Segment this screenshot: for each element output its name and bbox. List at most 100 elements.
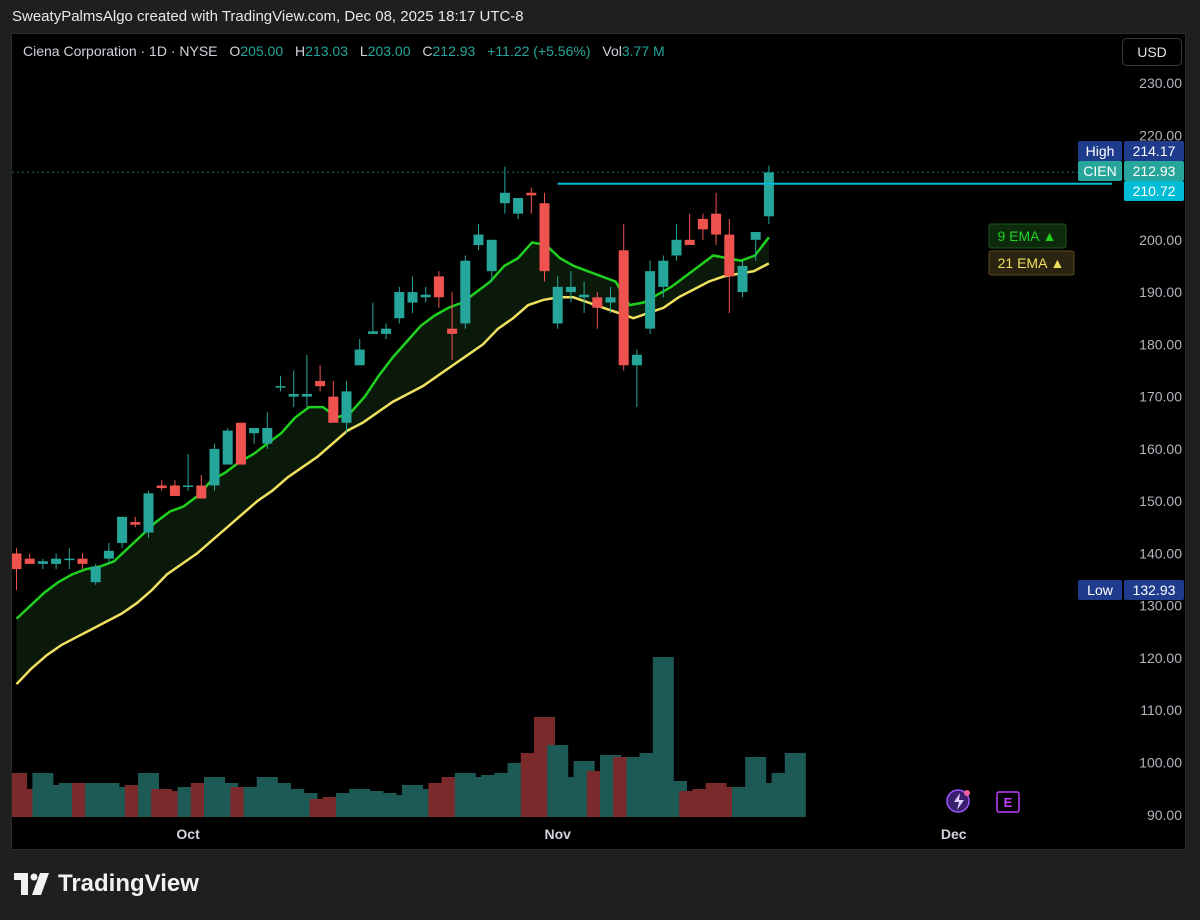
candle-body [763,172,774,217]
candle-body [724,234,735,277]
candle-body [183,485,194,487]
price-chart[interactable]: 230.00220.00210.00200.00190.00180.00170.… [12,34,1186,850]
currency-button[interactable]: USD [1122,38,1182,66]
candle-body [539,203,550,272]
candle-body [750,231,761,240]
low-badge-label: Low [1087,582,1114,598]
candle-body [209,448,220,486]
candle-body [513,197,524,214]
low-value: 203.00 [367,43,411,59]
ema21-label-bg [988,250,1075,276]
candle-body [196,485,207,499]
ohlc-legend: Ciena Corporation · 1D · NYSE O205.00 H2… [23,43,665,59]
candle-body [143,493,154,533]
tradingview-brand: TradingView [14,870,199,898]
candle-body [262,427,273,444]
candle-body [249,427,260,434]
level-badge-value-bg [1124,181,1184,201]
low-label: L [359,43,368,59]
candle-body [341,391,352,423]
candle-body [64,558,75,561]
candle-body [328,396,339,423]
candle-body [658,260,669,287]
low-badge-label-bg [1078,580,1122,600]
candle-body [354,349,365,366]
y-tick-label: 180.00 [1139,336,1182,352]
candle-body [499,192,510,204]
candle-body [697,218,708,230]
candle-body [103,550,114,559]
ema9-label: 9 EMA ▲ [998,228,1057,244]
high-badge-value: 214.17 [1133,143,1176,159]
symbol-info[interactable]: Ciena Corporation · 1D · NYSE [23,43,218,59]
candle-body [737,265,748,293]
y-tick-label: 220.00 [1139,127,1182,143]
y-tick-label: 230.00 [1139,75,1182,91]
candle-body [24,558,35,564]
high-badge-value-bg [1124,141,1184,161]
earnings-marker-icon [996,791,1020,813]
x-tick-label: Nov [544,826,571,842]
candle-body [381,328,392,334]
candle-body [130,522,141,525]
candle-body [631,354,642,366]
y-tick-label: 190.00 [1139,284,1182,300]
open-value: 205.00 [240,43,284,59]
high-label: H [295,43,306,59]
last-price-badge-value-bg [1124,161,1184,181]
y-tick-label: 150.00 [1139,493,1182,509]
volume-bar [784,753,806,817]
candle-body [51,558,62,564]
ema9-label-bg [988,223,1067,249]
candle-body [605,297,616,303]
y-tick-label: 110.00 [1140,702,1182,718]
volume-bar [652,657,674,817]
candle-body [169,485,180,496]
chart-panel[interactable]: 230.00220.00210.00200.00190.00180.00170.… [11,33,1186,850]
candle-body [315,380,326,387]
y-tick-label: 130.00 [1139,598,1182,614]
candle-body [460,260,471,324]
tradingview-logo-icon [14,873,49,895]
candle-body [671,239,682,256]
y-tick-label: 170.00 [1139,389,1182,405]
high-value: 213.03 [305,43,348,59]
candle-body [367,331,378,334]
level-badge-value: 210.72 [1133,183,1176,199]
candle-body [222,430,233,465]
change-value: +11.22 (+5.56%) [487,43,591,59]
ema21-label: 21 EMA ▲ [998,255,1065,271]
ema9-line [15,236,770,620]
notification-dot-icon [964,790,970,796]
candle-body [447,328,458,334]
chart-attribution: SweatyPalmsAlgo created with TradingView… [12,8,524,25]
y-tick-label: 120.00 [1139,650,1182,666]
candle-body [552,286,563,324]
low-badge-value-bg [1124,580,1184,600]
x-tick-label: Dec [941,826,967,842]
candle-body [407,292,418,303]
y-tick-label: 90.00 [1147,807,1182,823]
candle-body [684,239,695,246]
candle-body [420,294,431,298]
x-tick-label: Oct [176,826,200,842]
candle-body [275,386,286,388]
close-value: 212.93 [432,43,476,59]
candle-body [77,558,88,564]
y-tick-label: 200.00 [1139,232,1182,248]
candle-body [618,250,629,366]
candle-body [12,553,22,570]
candle-body [565,286,576,293]
candle-body [288,394,299,397]
volume-value: 3.77 M [621,43,665,59]
candle-body [486,239,497,272]
last-price-badge-label-bg [1078,161,1122,181]
close-label: C [422,43,433,59]
brand-name: TradingView [58,870,199,897]
candle-body [645,271,656,329]
candle-body [473,234,484,246]
ema-ribbon-fill [16,237,769,685]
y-tick-label: 100.00 [1139,755,1182,771]
candle-body [37,561,48,564]
candle-body [301,394,312,397]
